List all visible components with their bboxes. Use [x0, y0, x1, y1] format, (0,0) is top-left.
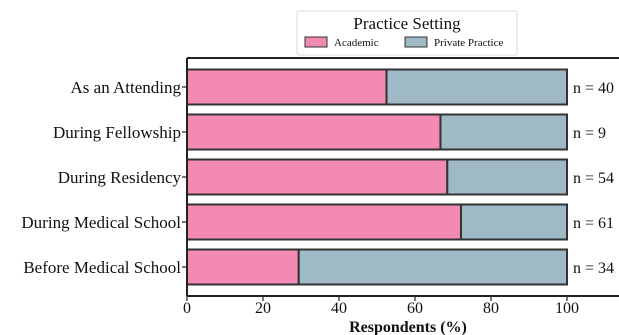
- legend-swatch-private-practice: [404, 36, 428, 48]
- x-tick-label: 100: [555, 300, 579, 317]
- category-label: During Medical School: [21, 213, 181, 232]
- category-label: During Residency: [58, 168, 182, 187]
- bar-academic: [186, 113, 442, 151]
- legend-title: Practice Setting: [353, 14, 461, 33]
- legend-label-private-practice: Private Practice: [434, 37, 503, 49]
- x-tick-label: 40: [331, 300, 347, 317]
- x-tick-label: 0: [183, 300, 191, 317]
- n-label: n = 61: [573, 215, 614, 232]
- legend-swatch-academic: [304, 36, 328, 48]
- bar-academic: [186, 68, 388, 106]
- category-label: Before Medical School: [23, 258, 181, 277]
- axes: As an Attending n = 40 During Fellowship n …: [21, 57, 619, 317]
- bar-private-practice: [297, 248, 568, 286]
- n-label: n = 40: [573, 80, 614, 97]
- bar-private-practice: [446, 158, 568, 196]
- bar-academic: [186, 203, 462, 241]
- n-label: n = 9: [573, 125, 606, 142]
- legend: Practice Setting Academic Private Practi…: [296, 10, 518, 56]
- bar-academic: [186, 248, 300, 286]
- x-axis-title: Respondents (%): [349, 319, 467, 335]
- bar-private-practice: [385, 68, 568, 106]
- bar-private-practice: [439, 113, 568, 151]
- bar-private-practice: [459, 203, 569, 241]
- bar-academic: [186, 158, 449, 196]
- n-label: n = 54: [573, 170, 614, 187]
- plot-area: [186, 68, 569, 286]
- x-tick-label: 80: [483, 300, 499, 317]
- category-label: During Fellowship: [53, 123, 181, 142]
- x-tick-label: 60: [407, 300, 423, 317]
- x-tick-label: 20: [255, 300, 271, 317]
- category-label: As an Attending: [71, 78, 182, 97]
- n-label: n = 34: [573, 260, 614, 277]
- legend-frame: [296, 10, 518, 56]
- legend-label-academic: Academic: [334, 37, 379, 49]
